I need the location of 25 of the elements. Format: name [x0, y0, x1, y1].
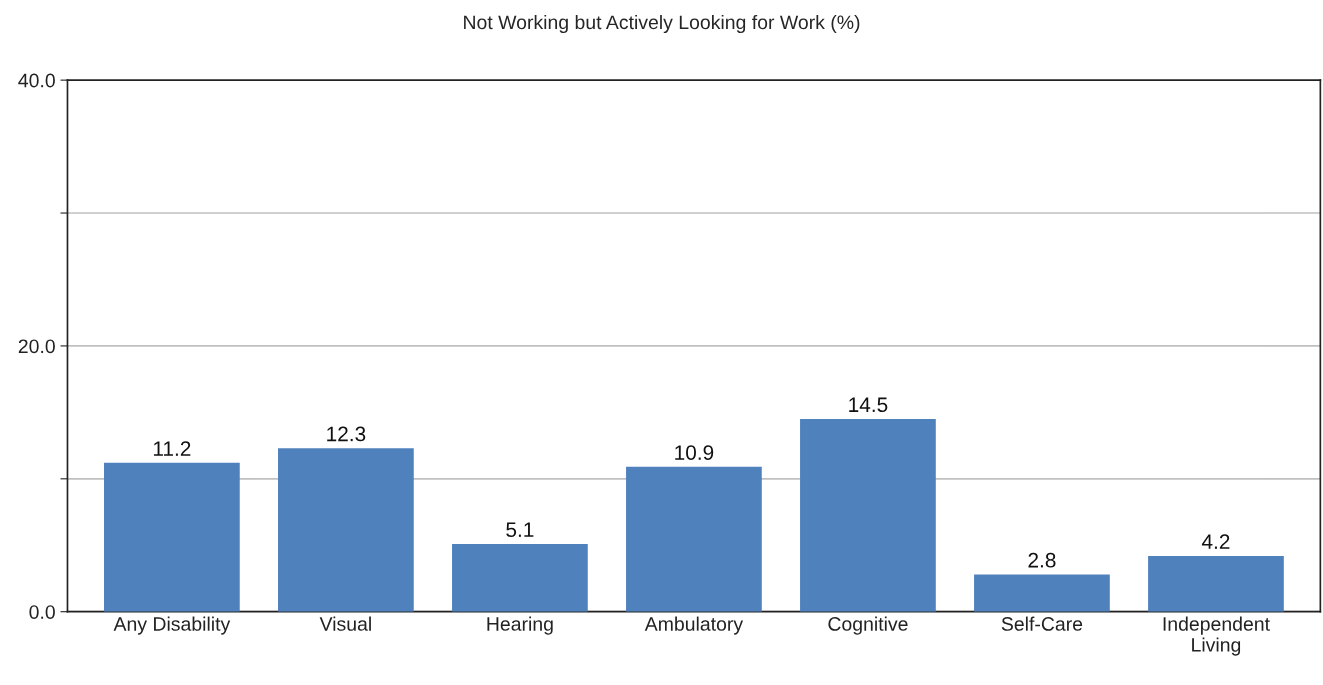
- data-label: 14.5: [849, 397, 888, 413]
- data-label: 2.8: [1028, 552, 1056, 568]
- bar: [278, 448, 414, 612]
- y-tick-label: 40.0: [18, 73, 55, 88]
- x-tick-label: Self-Care: [1001, 616, 1083, 631]
- data-label: 10.9: [675, 445, 714, 460]
- bar: [452, 543, 588, 612]
- bar: [626, 466, 762, 612]
- x-tick-label: Visual: [319, 616, 371, 631]
- x-tick-label: Independent Living: [1163, 616, 1270, 656]
- x-tick-label: Any Disability: [113, 616, 231, 635]
- bar: [974, 574, 1110, 612]
- bar: [1148, 555, 1284, 612]
- chart-title: Not Working but Actively Looking for Work (%): [464, 14, 860, 34]
- x-tick-label: Hearing: [487, 616, 553, 635]
- y-tick-label: 0.0: [29, 605, 55, 619]
- x-tick-label: Ambulatory: [644, 616, 744, 635]
- bar: [800, 419, 936, 612]
- data-label: 5.1: [506, 522, 534, 538]
- data-label: 4.2: [1201, 534, 1230, 549]
- y-tick-label: 20.0: [18, 339, 55, 354]
- x-tick-label: Cognitive: [828, 616, 908, 635]
- bar: [104, 462, 240, 612]
- data-label: 11.2: [153, 441, 191, 456]
- data-label: 12.3: [327, 426, 366, 442]
